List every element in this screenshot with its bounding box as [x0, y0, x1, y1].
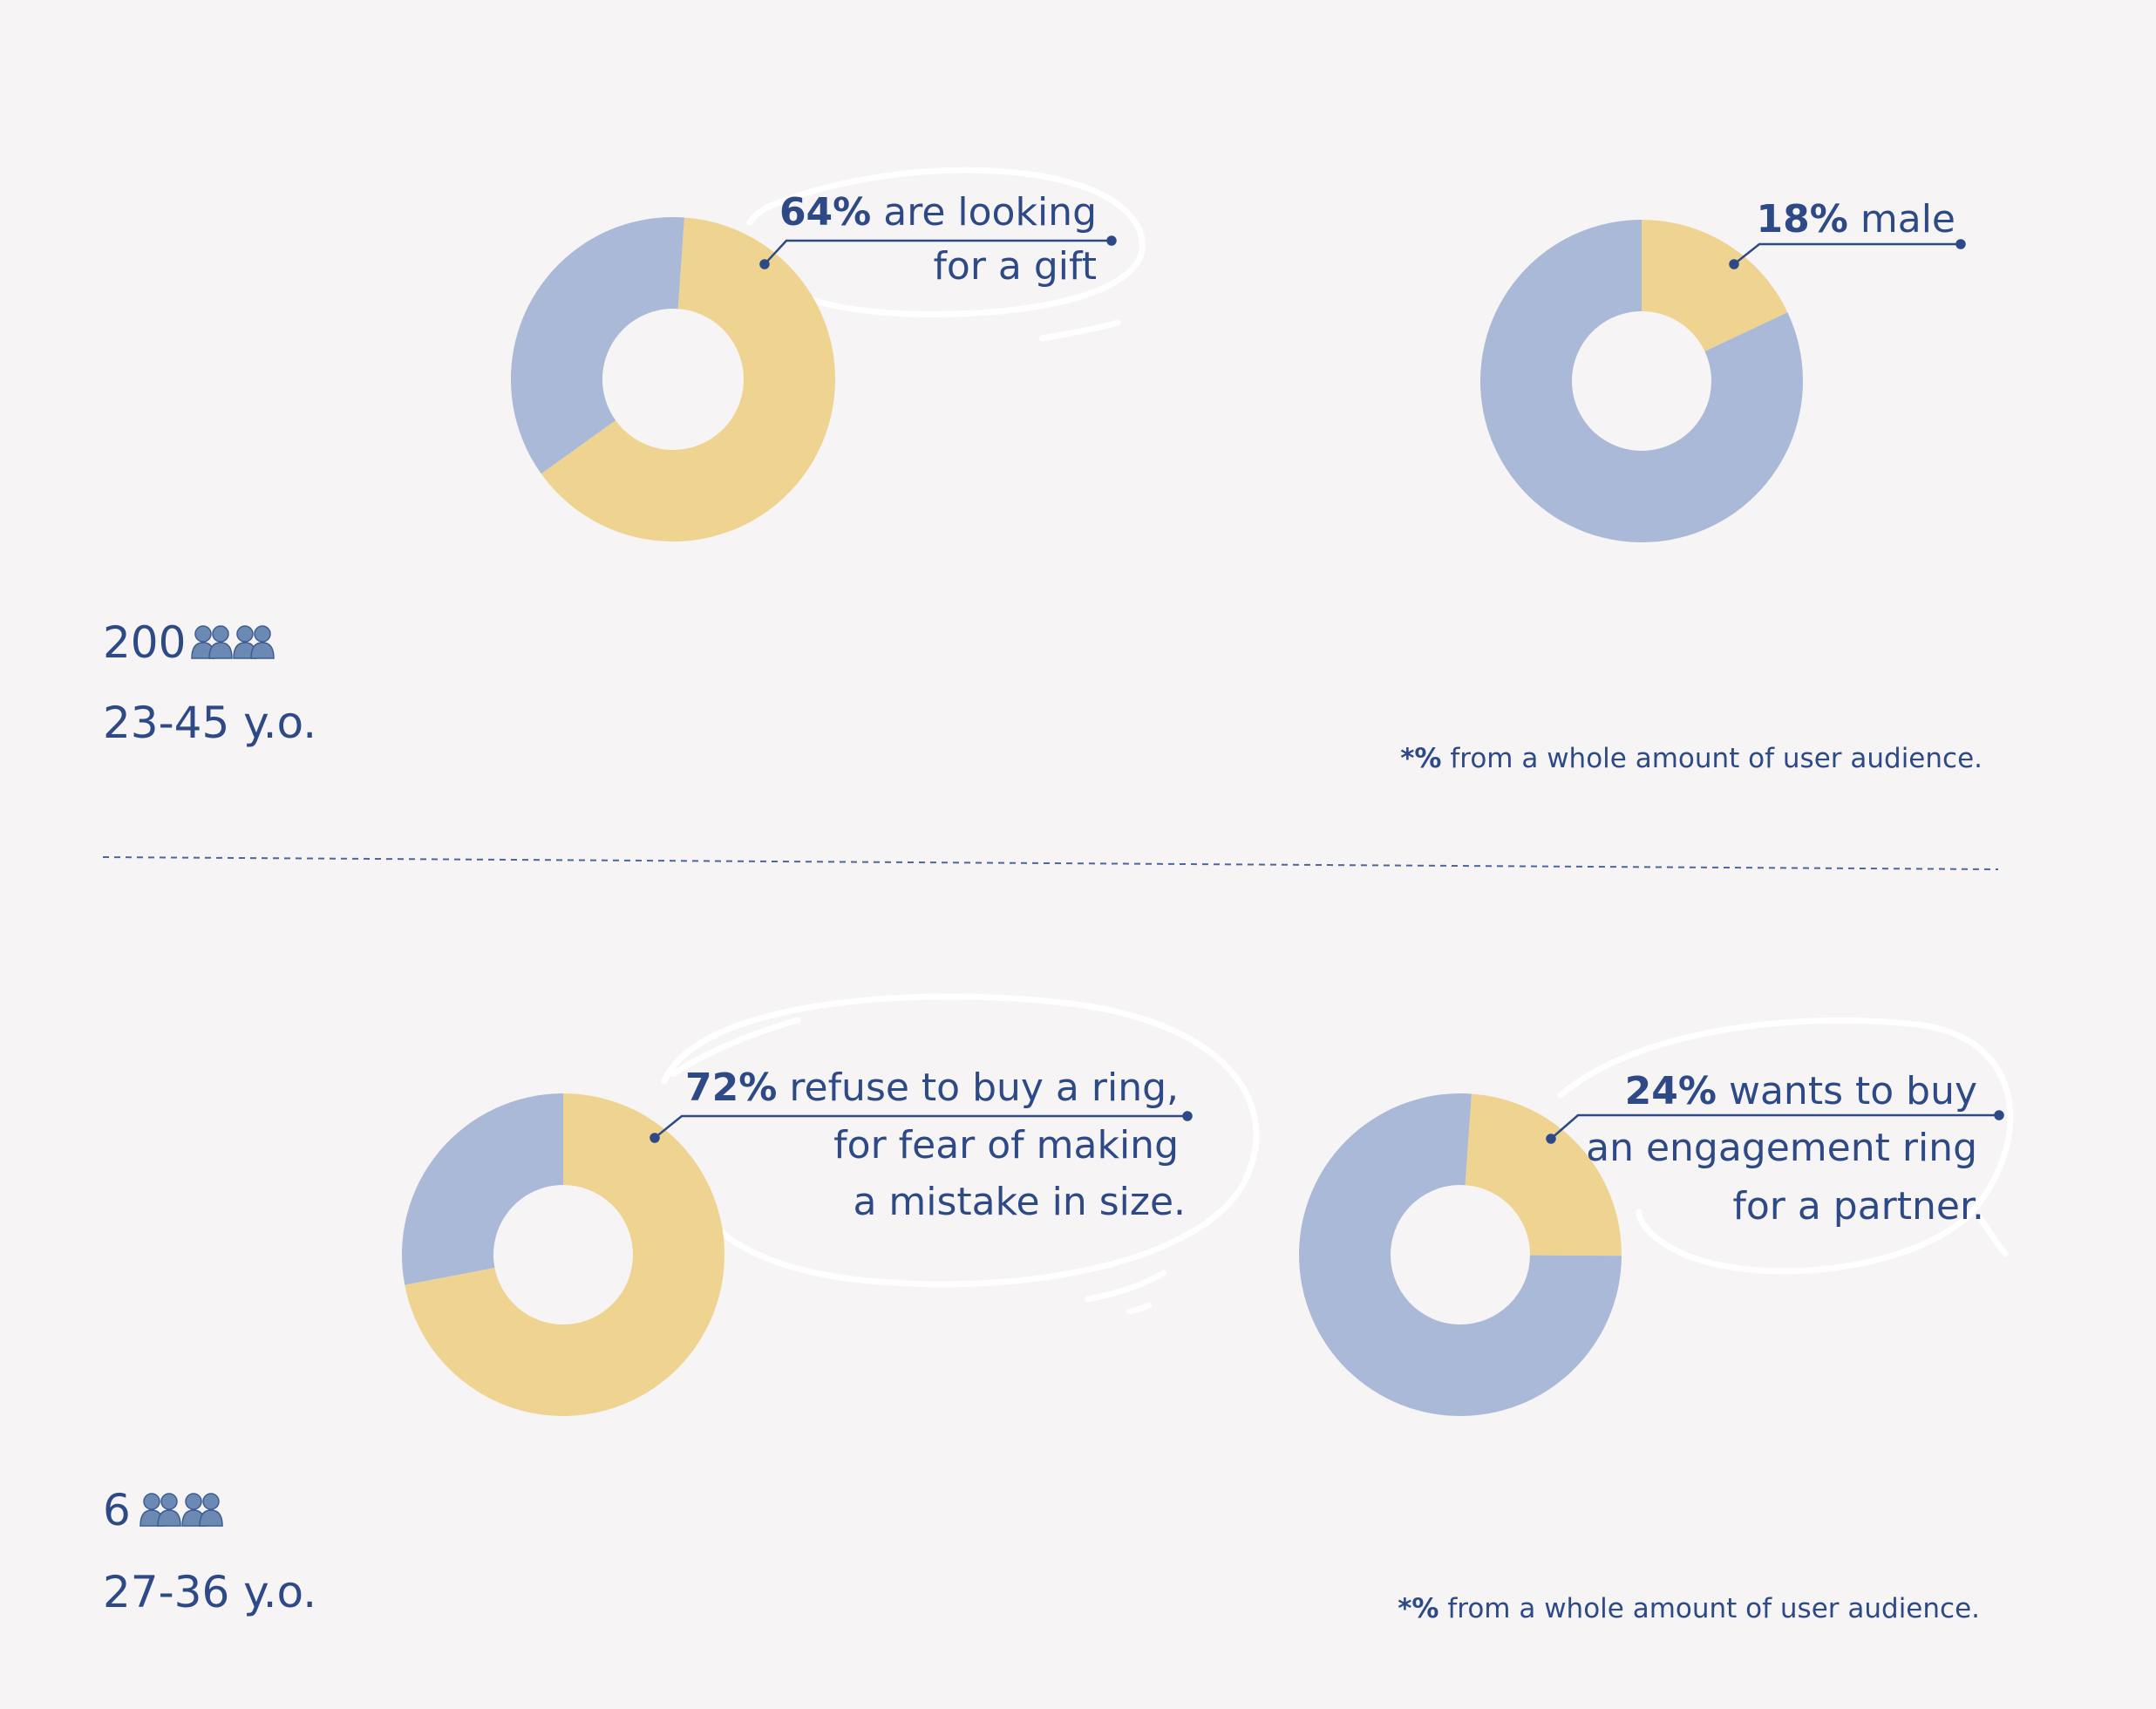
svg-text:200: 200: [103, 617, 186, 668]
donut-chart-1: [510, 216, 835, 542]
people-icon: [139, 1493, 223, 1527]
chart4-label-line3: for a partner.: [1732, 1184, 1984, 1229]
group2-footnote: *% from a whole amount of user audience.: [1398, 1593, 1980, 1624]
people-icon: [191, 625, 275, 659]
chart1-rest-slice: [510, 216, 684, 474]
donut-chart-4: [1299, 1093, 1622, 1416]
group1-audience-count: 200: [103, 617, 275, 668]
donut-chart-3: [402, 1093, 724, 1417]
group1-footnote: *% from a whole amount of user audience.: [1400, 743, 1983, 774]
group2-age-range: 27-36 y.o.: [103, 1567, 316, 1617]
hand-drawn-loops: [661, 167, 2014, 1315]
chart4-label-line2: an engagement ring: [1586, 1126, 1977, 1170]
chart3-label-line1: 72% refuse to buy a ring,: [685, 1066, 1179, 1110]
chart4-rest-slice: [1299, 1093, 1622, 1416]
chart1-label-line2: for a gift: [933, 244, 1097, 289]
chart4-label-line1: 24% wants to buy: [1625, 1069, 1977, 1113]
chart2-rest-slice: [1480, 220, 1804, 543]
chart2-label: 18% male: [1757, 197, 1955, 242]
section-divider: [102, 856, 1999, 870]
chart3-highlight-slice: [405, 1093, 724, 1417]
donut-chart-2: [1480, 220, 1804, 543]
chart3-rest-slice: [402, 1093, 563, 1285]
chart1-label-line1: 64% are looking: [779, 190, 1097, 235]
chart1-highlight-slice: [541, 217, 835, 542]
group2-audience-count: 6: [103, 1485, 223, 1535]
group1-age-range: 23-45 y.o.: [103, 698, 316, 748]
chart3-label-line3: a mistake in size.: [853, 1180, 1186, 1224]
chart4-highlight-slice: [1465, 1093, 1622, 1256]
chart2-highlight-slice: [1642, 220, 1788, 351]
chart3-label-line2: for fear of making: [833, 1123, 1179, 1168]
leader-lines: [650, 235, 2004, 1144]
svg-text:6: 6: [103, 1485, 131, 1535]
